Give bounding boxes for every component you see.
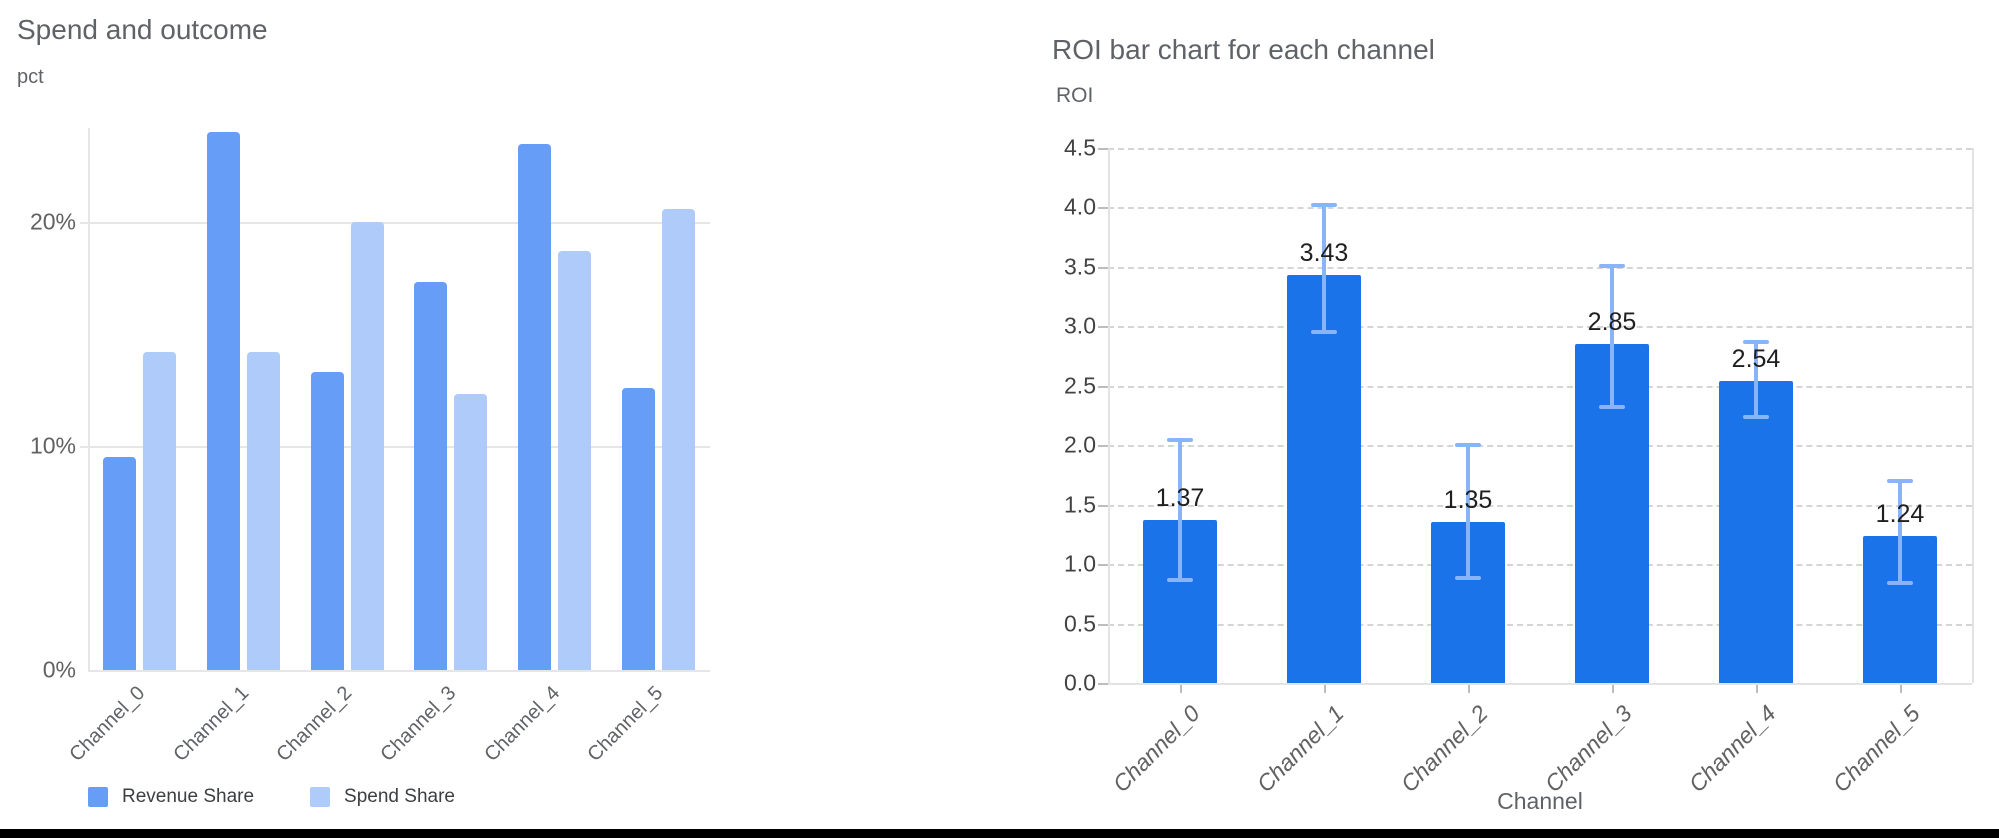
gridline-3.0 xyxy=(1108,326,1972,329)
y-tick-mark-4.0 xyxy=(1098,207,1108,210)
spend-outcome-y-axis-unit: pct xyxy=(17,66,44,88)
spend-share-legend-label: Spend Share xyxy=(344,786,455,807)
x-tick-mark-channel_3 xyxy=(1612,685,1614,693)
error-bar-cap-top-channel_2 xyxy=(1455,443,1481,448)
error-bar-cap-top-channel_3 xyxy=(1599,263,1625,268)
error-bar-line-channel_3 xyxy=(1610,265,1614,408)
error-bar-cap-bottom-channel_1 xyxy=(1311,330,1337,335)
error-bar-cap-bottom-channel_2 xyxy=(1455,576,1481,581)
bar-revenue-share-channel_4 xyxy=(518,143,551,670)
y-axis-line xyxy=(88,128,90,670)
bar-revenue-share-channel_0 xyxy=(103,457,137,670)
y-tick-mark-1.5 xyxy=(1098,504,1108,507)
plot-border-right xyxy=(1972,148,1974,683)
error-bar-line-channel_5 xyxy=(1898,480,1902,584)
roi-plot-area: 0.0 0.5 1.0 1.5 2.0 2.5 3.0 3.5 4.0 4.5 1.37 Channe… xyxy=(1064,134,1974,797)
error-bar-line-channel_1 xyxy=(1322,205,1326,333)
gridline-1.0 xyxy=(1108,564,1972,567)
error-bar-line-channel_2 xyxy=(1466,445,1470,579)
y-tick-mark-2.5 xyxy=(1098,385,1108,388)
revenue-share-legend-label: Revenue Share xyxy=(122,786,255,807)
roi-x-axis-title: Channel xyxy=(1497,788,1583,814)
bar-revenue-share-channel_1 xyxy=(207,132,240,670)
error-bar-cap-bottom-channel_0 xyxy=(1167,577,1193,582)
y-tick-mark-3.5 xyxy=(1098,266,1108,269)
bar-spend-share-channel_4 xyxy=(558,251,591,670)
x-tick-mark-channel_0 xyxy=(1180,685,1182,693)
error-bar-cap-top-channel_5 xyxy=(1887,478,1913,483)
y-tick-mark-0.0 xyxy=(1098,683,1108,685)
error-bar-line-channel_0 xyxy=(1178,440,1182,580)
legend-item-spend-share: Spend Share xyxy=(310,786,455,808)
plot-border-bottom xyxy=(1108,683,1972,685)
x-tick-mark-channel_1 xyxy=(1324,685,1326,693)
gridline-3.5 xyxy=(1108,266,1972,269)
error-bar-cap-top-channel_1 xyxy=(1311,203,1337,208)
y-tick-mark-0.5 xyxy=(1098,623,1108,626)
gridline-4.0 xyxy=(1108,207,1972,210)
roi-y-axis-label: ROI xyxy=(1056,84,1094,107)
spend-outcome-plot-area: 0% 10% 20% Channel_0 Channel_1 Channel_2 Chann… xyxy=(0,0,760,790)
bar-spend-share-channel_1 xyxy=(247,351,280,670)
error-bar-cap-bottom-channel_4 xyxy=(1743,414,1769,419)
bar-roi-channel_4 xyxy=(1719,380,1793,683)
bar-revenue-share-channel_5 xyxy=(621,387,655,670)
spend-outcome-legend: Revenue Share Spend Share xyxy=(88,786,511,808)
bar-spend-share-channel_3 xyxy=(454,394,488,670)
y-tick-mark-2.0 xyxy=(1098,445,1108,448)
spend-outcome-chart[interactable]: Spend and outcome pct 0% 10% 20% Channel_0 C… xyxy=(0,0,760,830)
revenue-share-swatch-icon xyxy=(88,787,108,807)
x-tick-mark-channel_4 xyxy=(1756,685,1758,693)
gridline-0.5 xyxy=(1108,623,1972,626)
error-bar-cap-bottom-channel_3 xyxy=(1599,405,1625,410)
bar-roi-channel_1 xyxy=(1287,275,1361,683)
error-bar-line-channel_4 xyxy=(1754,341,1758,417)
error-bar-cap-top-channel_4 xyxy=(1743,339,1769,344)
y-tick-mark-3.0 xyxy=(1098,326,1108,329)
spend-share-swatch-icon xyxy=(310,787,331,807)
gridline-10% xyxy=(80,446,710,448)
x-axis-baseline xyxy=(88,670,710,672)
error-bar-cap-top-channel_0 xyxy=(1167,438,1193,443)
bar-spend-share-channel_0 xyxy=(143,351,177,670)
y-tick-mark-1.0 xyxy=(1098,564,1108,567)
roi-bar-chart[interactable]: ROI bar chart for each channel ROI 0.0 0.… xyxy=(1000,0,1999,830)
window-bottom-border xyxy=(0,829,1999,838)
bar-spend-share-channel_5 xyxy=(661,208,695,670)
x-tick-mark-channel_5 xyxy=(1900,685,1902,693)
gridline-1.5 xyxy=(1108,504,1972,507)
plot-border-left xyxy=(1108,148,1110,683)
bar-revenue-share-channel_3 xyxy=(414,282,448,670)
x-tick-mark-channel_2 xyxy=(1468,685,1470,693)
gridline-4.5 xyxy=(1108,147,1972,150)
error-bar-cap-bottom-channel_5 xyxy=(1887,581,1913,586)
bar-spend-share-channel_2 xyxy=(350,222,384,670)
roi-chart-title: ROI bar chart for each channel xyxy=(1052,34,1435,65)
bar-revenue-share-channel_2 xyxy=(310,372,344,670)
y-tick-mark-4.5 xyxy=(1098,147,1108,150)
gridline-20% xyxy=(80,222,710,224)
legend-item-revenue-share: Revenue Share xyxy=(88,786,254,808)
gridline-2.0 xyxy=(1108,445,1972,448)
gridline-2.5 xyxy=(1108,385,1972,388)
spend-outcome-chart-title: Spend and outcome xyxy=(17,14,268,45)
